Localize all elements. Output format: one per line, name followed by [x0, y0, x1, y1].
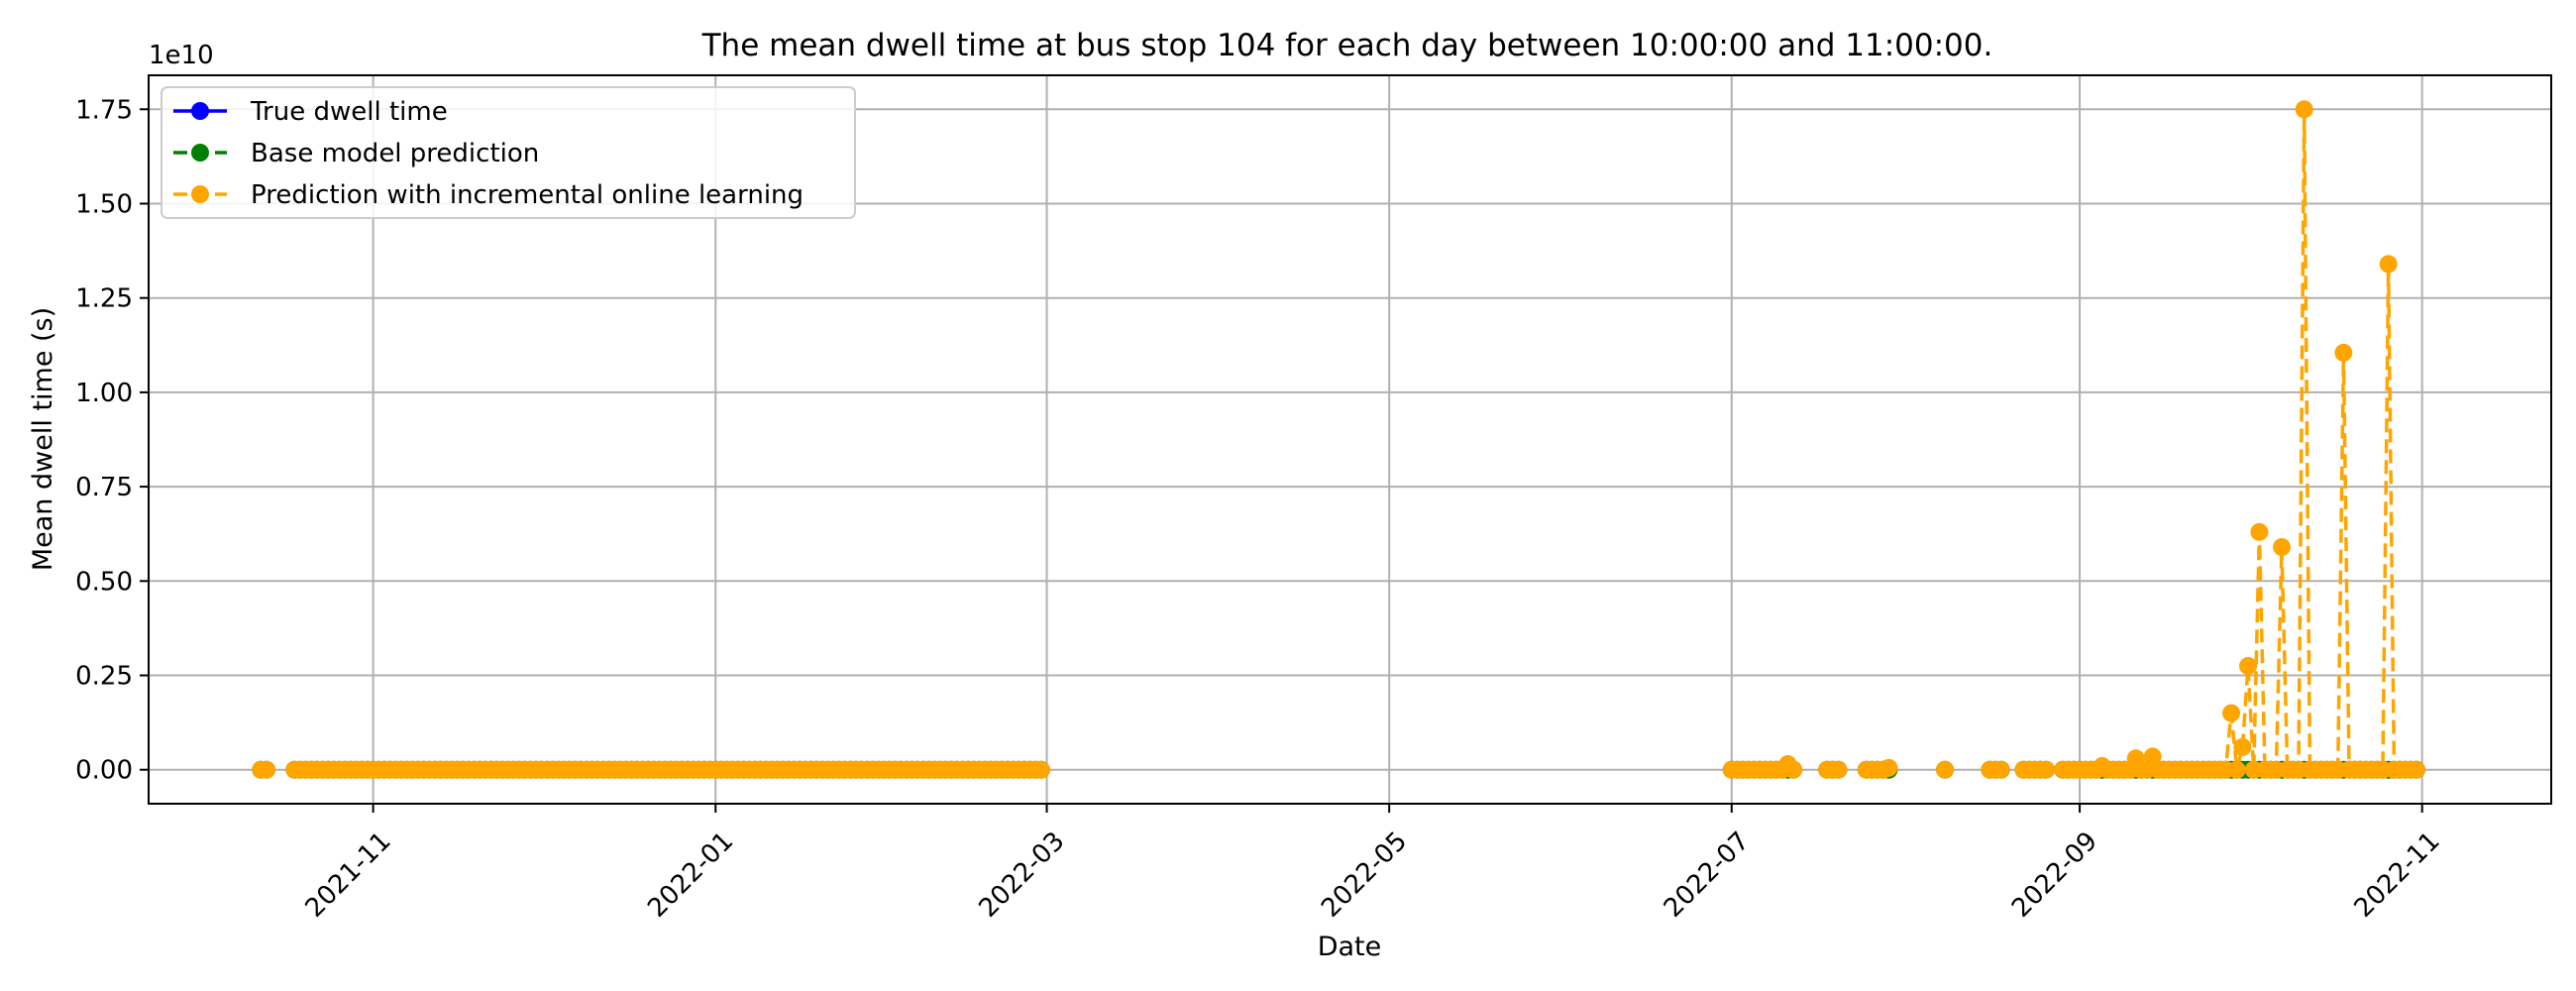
data-point — [2273, 538, 2292, 557]
data-point — [1829, 760, 1848, 779]
data-point — [2037, 760, 2056, 779]
y-tick-label: 1.50 — [75, 189, 133, 219]
data-point — [1991, 760, 2010, 779]
data-point — [2233, 737, 2252, 756]
data-point — [257, 760, 275, 779]
data-point — [2222, 704, 2241, 722]
y-tick-label: 0.50 — [75, 567, 133, 597]
legend-marker — [191, 144, 209, 162]
data-point — [1784, 760, 1803, 779]
plot-area — [252, 100, 2426, 779]
data-point — [1879, 758, 1898, 777]
y-tick-label: 1.75 — [75, 95, 133, 125]
data-point — [1031, 760, 1050, 779]
y-tick-label: 1.00 — [75, 379, 133, 408]
data-point — [2334, 343, 2353, 362]
axes-frame — [148, 74, 2552, 805]
legend-label: True dwell time — [250, 97, 448, 127]
y-tick-label: 0.00 — [75, 756, 133, 786]
data-point — [2227, 760, 2246, 779]
y-tick-label: 0.25 — [75, 662, 133, 692]
data-point — [2379, 255, 2398, 274]
data-point — [1936, 760, 1955, 779]
chart-title: The mean dwell time at bus stop 104 for … — [701, 28, 1993, 63]
legend: True dwell time Base model prediction Pred… — [161, 86, 856, 219]
data-point — [2239, 656, 2258, 675]
x-axis-label: Date — [1318, 932, 1382, 962]
y-tick-label: 1.25 — [75, 284, 133, 314]
data-point — [2408, 760, 2426, 779]
y-offset-label: 1e10 — [149, 41, 214, 70]
series-3 — [252, 100, 2426, 779]
data-point — [2295, 100, 2313, 119]
legend-marker — [191, 185, 209, 203]
y-tick-label: 0.75 — [75, 473, 133, 502]
legend-marker — [191, 102, 209, 120]
y-axis-label: Mean dwell time (s) — [28, 307, 58, 571]
legend-box — [161, 86, 856, 219]
legend-label: Base model prediction — [251, 139, 539, 168]
legend-label: Prediction with incremental online learn… — [251, 180, 804, 210]
data-point — [2250, 522, 2269, 541]
